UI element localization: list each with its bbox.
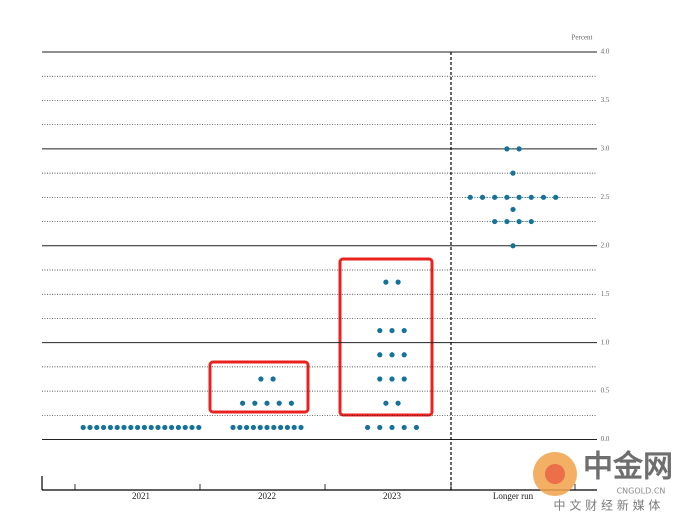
logo: [545, 464, 565, 484]
dot: [528, 218, 534, 225]
dot: [377, 352, 383, 358]
dot: [288, 400, 294, 406]
dot: [479, 194, 486, 200]
dot: [389, 327, 395, 334]
watermark-brand: 中金网: [583, 450, 673, 485]
dot: [510, 170, 516, 176]
x-tick-label: 2023: [383, 491, 402, 501]
highlight-box: [338, 257, 434, 417]
dot: [389, 352, 395, 358]
dot: [516, 194, 522, 200]
y-tick-label: 1.0: [601, 338, 610, 346]
dot: [389, 424, 395, 431]
dot: [169, 424, 175, 431]
dot: [244, 424, 250, 431]
dot: [383, 400, 389, 406]
dot: [240, 400, 246, 406]
dot: [94, 424, 100, 431]
dot: [504, 194, 510, 200]
dot: [257, 424, 263, 431]
dot: [365, 424, 371, 431]
dot: [80, 424, 86, 431]
dot: [148, 424, 154, 431]
dot: [107, 424, 113, 431]
dot: [298, 424, 304, 431]
x-tick-label: Longer run: [493, 491, 534, 501]
dot: [128, 424, 134, 431]
y-tick-label: 2.0: [601, 241, 610, 249]
dot: [278, 424, 284, 431]
y-tick-label: 1.5: [601, 290, 610, 298]
dot: [389, 376, 395, 382]
dot: [467, 194, 473, 200]
y-tick-label: 2.5: [601, 193, 610, 201]
y-axis-label: Percent: [572, 34, 593, 42]
dot: [395, 400, 401, 406]
dot: [196, 424, 202, 431]
dot: [155, 424, 161, 431]
dot: [510, 206, 516, 213]
dot: [377, 376, 383, 382]
dot: [276, 400, 282, 406]
y-tick-label: 3.0: [601, 144, 610, 152]
y-tick-label: 0.5: [601, 387, 610, 395]
x-tick-label: 2022: [258, 491, 276, 501]
dot: [270, 376, 276, 382]
dot: [291, 424, 297, 431]
dot: [510, 243, 516, 249]
dot: [401, 327, 407, 334]
dot: [175, 424, 181, 431]
dot: [377, 424, 383, 431]
watermark-site: CNGOLD.CN: [617, 487, 666, 496]
dot: [504, 218, 510, 225]
dot: [492, 194, 498, 200]
dot: [401, 352, 407, 358]
dot: [264, 400, 270, 406]
highlight-box: [208, 360, 310, 414]
dot: [395, 279, 401, 285]
y-tick-label: 3.5: [601, 96, 610, 104]
dot: [250, 424, 256, 431]
dot: [135, 424, 141, 431]
dot: [252, 400, 258, 406]
dot: [401, 376, 407, 382]
dot: [540, 194, 547, 200]
dot: [237, 424, 243, 431]
dot: [413, 424, 419, 431]
dot: [121, 424, 127, 431]
dot: [141, 424, 147, 431]
dot: [189, 424, 195, 431]
dot: [87, 424, 93, 431]
dot: [492, 218, 498, 225]
watermark-tagline: 中 文 财 经 新 媒 体: [554, 498, 661, 513]
x-tick-label: 2021: [132, 491, 150, 501]
dot: [383, 279, 389, 285]
dot: [504, 146, 510, 152]
dot: [101, 424, 107, 431]
dot: [528, 194, 534, 200]
dot: [401, 424, 407, 431]
dot: [284, 424, 290, 431]
dot: [162, 424, 168, 431]
dot: [114, 424, 120, 431]
dot: [264, 424, 270, 431]
dot: [516, 218, 522, 225]
dot: [377, 327, 383, 334]
y-tick-label: 4.0: [601, 48, 610, 56]
dot: [182, 424, 188, 431]
dot: [258, 376, 264, 382]
dot: [230, 424, 236, 431]
y-tick-label: 0.0: [601, 435, 610, 443]
watermark: 中金网 CNGOLD.CN 中 文 财 经 新 媒 体: [533, 450, 673, 513]
dot: [516, 146, 522, 152]
dot: [271, 424, 277, 431]
dot: [553, 194, 559, 200]
